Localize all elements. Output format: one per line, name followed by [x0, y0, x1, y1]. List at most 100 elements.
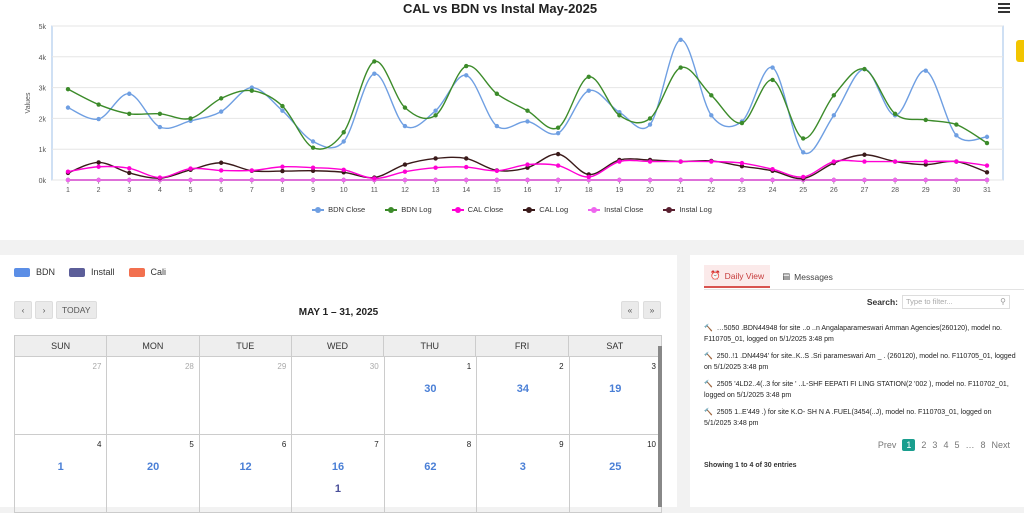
data-point — [954, 159, 959, 164]
data-point — [494, 168, 500, 173]
calendar-day[interactable]: 1 30 — [384, 357, 478, 435]
search-input[interactable]: Type to filter... ⚲ — [902, 295, 1010, 309]
calendar-week: 27 28 29 30 1 30 2 34 3 19 — [14, 357, 662, 435]
entry-text: 2505 '4LD2..4(..3 for site ' ..L-SHF EEP… — [704, 381, 1009, 399]
data-point — [310, 168, 316, 173]
page-button[interactable]: 8 — [980, 440, 986, 450]
event-count[interactable]: 1 — [334, 483, 342, 495]
legend-swatch — [385, 206, 398, 213]
calendar-scrollbar[interactable] — [658, 346, 662, 507]
data-point — [555, 163, 561, 168]
legend-swatch — [128, 267, 145, 277]
event-count[interactable]: 1 — [57, 461, 64, 473]
tab-label: Daily View — [724, 270, 765, 281]
data-point — [127, 170, 132, 176]
page-button[interactable]: … — [965, 440, 975, 450]
legend-item[interactable]: Instal Close — [588, 205, 643, 214]
next-page-button[interactable]: Next — [991, 440, 1010, 450]
calendar-day[interactable]: 2 34 — [477, 357, 570, 435]
side-tab-handle[interactable] — [1016, 40, 1024, 62]
event-count[interactable]: 34 — [516, 383, 529, 395]
data-point — [709, 93, 714, 98]
legend-item[interactable]: Instal Log — [663, 205, 712, 214]
data-point — [586, 74, 591, 80]
log-entry[interactable]: 🔨 250..!1 .DN4494' for site..K..S .Sri pa… — [704, 351, 1020, 373]
data-point — [647, 116, 653, 121]
log-entry[interactable]: 🔨 …5050 .BDN44948 for site ..o ..n Angala… — [704, 323, 1020, 345]
plot-area — [51, 25, 1004, 181]
log-entry[interactable]: 🔨 2505 1..E'449 .) for site K.O- SH N A .… — [704, 407, 1020, 429]
document-icon: ▤ — [782, 271, 791, 281]
x-tick-label: 23 — [738, 187, 746, 194]
data-point — [678, 159, 683, 164]
page-button[interactable]: 1 — [902, 439, 916, 451]
x-tick-label: 1 — [66, 187, 70, 194]
chart-legend: BDN Close BDN Log CAL Close CAL Log Instal C… — [0, 205, 1024, 214]
data-point — [402, 105, 408, 110]
legend-swatch — [69, 267, 86, 277]
data-point — [249, 88, 254, 93]
calendar-day[interactable]: 30 — [292, 357, 385, 435]
data-point — [280, 108, 285, 113]
data-point — [862, 159, 867, 164]
calendar-day[interactable]: 6 12 — [199, 435, 293, 513]
page-button[interactable]: 2 — [921, 440, 927, 450]
x-tick-label: 26 — [830, 187, 838, 194]
legend-item[interactable]: CAL Log — [523, 205, 568, 214]
calendar-day[interactable]: 8 62 — [384, 435, 478, 513]
y-tick-label: 5k — [39, 24, 47, 31]
event-count[interactable]: 62 — [424, 461, 437, 473]
tab-daily-view[interactable]: ⏰ Daily View — [704, 265, 771, 288]
x-tick-label: 10 — [340, 187, 348, 194]
tab-messages[interactable]: ▤ Messages — [776, 265, 839, 288]
data-point — [433, 108, 438, 113]
calendar-day[interactable]: 7 16 1 — [292, 435, 385, 513]
prev-year-button[interactable]: « — [621, 301, 639, 319]
event-count[interactable]: 30 — [424, 383, 437, 395]
calendar-day[interactable]: 10 25 — [569, 435, 662, 513]
event-count[interactable]: 20 — [147, 461, 160, 473]
log-entry[interactable]: 🔨 2505 '4LD2..4(..3 for site ' ..L-SHF EE… — [704, 379, 1020, 401]
calendar-day[interactable]: 3 19 — [569, 357, 662, 435]
next-year-button[interactable]: » — [643, 301, 661, 319]
calendar-day[interactable]: 27 — [15, 357, 108, 435]
data-point — [464, 177, 469, 183]
calendar-legend: BDN Install Cali — [14, 267, 166, 277]
event-count[interactable]: 25 — [609, 461, 622, 473]
weekday-label: THU — [384, 336, 477, 356]
legend-item[interactable]: BDN Close — [312, 205, 365, 214]
y-tick-label: 3k — [39, 86, 47, 93]
weekday-label: FRI — [476, 336, 569, 356]
data-point — [831, 177, 837, 183]
hamburger-menu-icon[interactable] — [998, 3, 1010, 13]
data-point — [923, 68, 928, 73]
calendar-day[interactable]: 5 20 — [107, 435, 200, 513]
legend-item[interactable]: BDN Log — [385, 205, 432, 214]
data-point — [954, 133, 959, 138]
data-point — [188, 177, 193, 183]
today-button[interactable]: TODAY — [56, 301, 97, 319]
page-button[interactable]: 4 — [943, 440, 949, 450]
data-point — [494, 123, 500, 129]
data-point — [464, 164, 469, 170]
x-tick-label: 30 — [952, 187, 960, 194]
page-button[interactable]: 3 — [932, 440, 938, 450]
calendar-day[interactable]: 28 — [107, 357, 200, 435]
legend-label: CAL Log — [539, 205, 569, 214]
calendar-day[interactable]: 29 — [199, 357, 293, 435]
data-point — [218, 160, 224, 165]
page-button[interactable]: 5 — [954, 440, 960, 450]
data-point — [801, 150, 806, 155]
next-month-button[interactable]: › — [35, 301, 53, 319]
prev-page-button[interactable]: Prev — [877, 440, 897, 450]
event-count[interactable]: 12 — [239, 461, 252, 473]
prev-month-button[interactable]: ‹ — [14, 301, 32, 319]
data-point — [494, 91, 500, 96]
legend-item[interactable]: CAL Close — [451, 205, 503, 214]
event-count[interactable]: 3 — [519, 461, 526, 473]
event-count[interactable]: 19 — [609, 383, 622, 395]
data-point — [709, 177, 714, 183]
event-count[interactable]: 16 — [331, 461, 345, 473]
